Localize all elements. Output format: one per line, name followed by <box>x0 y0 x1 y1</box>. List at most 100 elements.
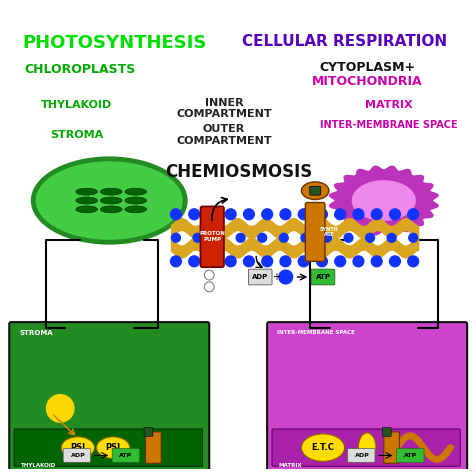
Circle shape <box>262 256 273 267</box>
Circle shape <box>204 282 214 292</box>
Text: INNER: INNER <box>205 98 243 108</box>
Polygon shape <box>352 181 415 220</box>
Text: OUTER: OUTER <box>203 124 245 134</box>
Circle shape <box>344 233 353 242</box>
Circle shape <box>215 233 223 242</box>
FancyBboxPatch shape <box>311 269 335 285</box>
Text: ADP: ADP <box>355 453 370 458</box>
Circle shape <box>298 209 309 219</box>
Circle shape <box>279 233 288 242</box>
Ellipse shape <box>125 197 146 204</box>
Text: ATP: ATP <box>119 453 133 458</box>
Text: INTER-MEMBRANE SPACE: INTER-MEMBRANE SPACE <box>277 330 355 335</box>
Text: INTER-MEMBRANE SPACE: INTER-MEMBRANE SPACE <box>320 120 457 130</box>
Text: STROMA: STROMA <box>19 330 53 336</box>
FancyBboxPatch shape <box>146 432 161 463</box>
Ellipse shape <box>125 206 146 213</box>
FancyBboxPatch shape <box>347 448 375 462</box>
Text: STROMA: STROMA <box>50 130 103 140</box>
Circle shape <box>279 270 292 284</box>
Circle shape <box>244 256 255 267</box>
Circle shape <box>171 256 182 267</box>
Text: MATRIX: MATRIX <box>365 100 412 109</box>
FancyBboxPatch shape <box>63 448 91 462</box>
Circle shape <box>301 233 310 242</box>
Text: ATP: ATP <box>316 274 330 280</box>
Circle shape <box>171 209 182 219</box>
Circle shape <box>365 233 374 242</box>
Text: ADP: ADP <box>71 453 85 458</box>
Text: CYTOPLASM+: CYTOPLASM+ <box>319 61 415 74</box>
FancyBboxPatch shape <box>267 322 467 471</box>
FancyBboxPatch shape <box>14 429 202 466</box>
Text: E.T.C: E.T.C <box>311 443 335 452</box>
Ellipse shape <box>125 188 146 195</box>
Circle shape <box>371 256 382 267</box>
Text: CELLULAR RESPIRATION: CELLULAR RESPIRATION <box>242 34 447 49</box>
Circle shape <box>207 256 218 267</box>
FancyBboxPatch shape <box>9 322 209 471</box>
Ellipse shape <box>358 433 376 462</box>
Circle shape <box>258 233 266 242</box>
Circle shape <box>46 395 74 422</box>
Ellipse shape <box>31 156 188 245</box>
FancyBboxPatch shape <box>310 186 320 195</box>
Text: MITOCHONDRIA: MITOCHONDRIA <box>312 75 422 88</box>
Circle shape <box>335 256 346 267</box>
Text: PSI: PSI <box>70 443 85 452</box>
Text: CHEMIOSMOSIS: CHEMIOSMOSIS <box>165 163 312 181</box>
Circle shape <box>317 256 328 267</box>
Circle shape <box>353 256 364 267</box>
Ellipse shape <box>301 182 329 200</box>
FancyBboxPatch shape <box>248 269 272 285</box>
FancyBboxPatch shape <box>383 428 391 437</box>
Circle shape <box>317 209 328 219</box>
Circle shape <box>322 233 331 242</box>
FancyBboxPatch shape <box>144 428 153 437</box>
Polygon shape <box>329 166 438 235</box>
FancyBboxPatch shape <box>112 448 140 462</box>
Text: MATRIX: MATRIX <box>279 463 302 468</box>
Text: ADP: ADP <box>252 274 268 280</box>
Circle shape <box>390 209 401 219</box>
Text: THYLAKOID: THYLAKOID <box>41 100 112 109</box>
Circle shape <box>225 209 236 219</box>
Circle shape <box>408 209 419 219</box>
Circle shape <box>244 209 255 219</box>
FancyBboxPatch shape <box>201 206 224 267</box>
Circle shape <box>189 209 200 219</box>
Ellipse shape <box>76 188 98 195</box>
Circle shape <box>409 233 418 242</box>
Ellipse shape <box>61 437 94 458</box>
Circle shape <box>335 209 346 219</box>
Ellipse shape <box>301 434 345 461</box>
Circle shape <box>371 209 382 219</box>
Circle shape <box>225 256 236 267</box>
Text: THYLAKOID: THYLAKOID <box>21 463 56 468</box>
Circle shape <box>193 233 202 242</box>
FancyBboxPatch shape <box>272 429 460 466</box>
Text: +: + <box>272 272 280 282</box>
Circle shape <box>387 233 396 242</box>
Circle shape <box>207 209 218 219</box>
Circle shape <box>172 233 180 242</box>
Text: CHLOROPLASTS: CHLOROPLASTS <box>24 63 136 76</box>
Circle shape <box>390 256 401 267</box>
Circle shape <box>353 209 364 219</box>
Text: ATP: ATP <box>404 453 417 458</box>
Circle shape <box>189 256 200 267</box>
Ellipse shape <box>76 206 98 213</box>
FancyBboxPatch shape <box>305 202 325 261</box>
Text: COMPARTMENT: COMPARTMENT <box>176 136 272 146</box>
Ellipse shape <box>100 188 122 195</box>
Ellipse shape <box>76 197 98 204</box>
Ellipse shape <box>100 197 122 204</box>
Circle shape <box>280 256 291 267</box>
Circle shape <box>262 209 273 219</box>
Ellipse shape <box>97 437 130 458</box>
Circle shape <box>236 233 245 242</box>
Circle shape <box>298 256 309 267</box>
Circle shape <box>280 209 291 219</box>
Text: PHOTOSYNTHESIS: PHOTOSYNTHESIS <box>22 34 206 52</box>
Text: COMPARTMENT: COMPARTMENT <box>176 109 272 119</box>
